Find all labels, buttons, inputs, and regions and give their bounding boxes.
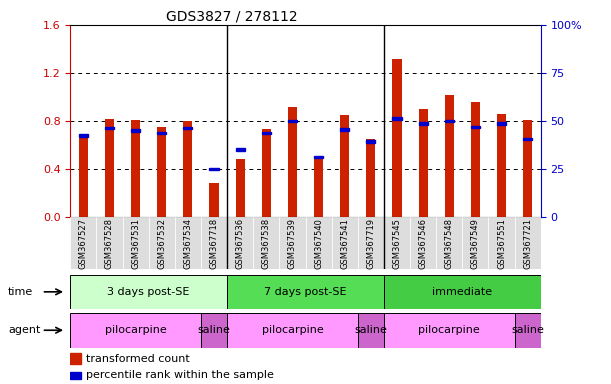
Bar — [183, 121, 192, 217]
Text: immediate: immediate — [432, 287, 492, 297]
Bar — [279, 217, 306, 269]
Bar — [514, 313, 541, 348]
Text: GSM367551: GSM367551 — [497, 218, 506, 269]
Bar — [79, 134, 88, 137]
Text: GSM367721: GSM367721 — [523, 218, 532, 269]
Bar — [306, 217, 332, 269]
Bar — [314, 159, 323, 217]
Text: pilocarpine: pilocarpine — [419, 325, 480, 335]
Bar — [123, 217, 148, 269]
Bar — [514, 217, 541, 269]
Bar — [288, 107, 297, 217]
Text: GSM367527: GSM367527 — [79, 218, 88, 269]
Text: 3 days post-SE: 3 days post-SE — [108, 287, 190, 297]
Bar — [392, 117, 401, 120]
Bar — [210, 168, 219, 170]
Bar — [358, 313, 384, 348]
Bar — [131, 129, 140, 132]
Text: GSM367545: GSM367545 — [392, 218, 401, 269]
Bar — [497, 114, 506, 217]
Bar — [105, 119, 114, 217]
Bar — [436, 217, 463, 269]
Text: GSM367528: GSM367528 — [105, 218, 114, 269]
Bar — [227, 217, 253, 269]
Bar — [523, 120, 532, 217]
Text: GSM367540: GSM367540 — [314, 218, 323, 269]
Bar — [384, 217, 410, 269]
Text: time: time — [8, 287, 33, 297]
Bar — [523, 137, 532, 140]
Text: GSM367541: GSM367541 — [340, 218, 349, 269]
Bar — [384, 275, 541, 309]
Bar — [262, 129, 271, 217]
Bar — [183, 127, 192, 129]
Bar — [175, 217, 201, 269]
Bar — [419, 109, 428, 217]
Text: agent: agent — [8, 325, 40, 335]
Text: GSM367532: GSM367532 — [157, 218, 166, 269]
Bar — [332, 217, 358, 269]
Bar — [227, 313, 358, 348]
Bar — [445, 94, 454, 217]
Text: GSM367546: GSM367546 — [419, 218, 428, 269]
Text: GSM367536: GSM367536 — [236, 218, 244, 269]
Bar — [471, 102, 480, 217]
Text: saline: saline — [197, 325, 230, 335]
Text: transformed count: transformed count — [86, 354, 189, 364]
Bar — [392, 59, 401, 217]
Bar — [384, 313, 514, 348]
Text: percentile rank within the sample: percentile rank within the sample — [86, 370, 274, 380]
Text: saline: saline — [354, 325, 387, 335]
Bar — [105, 127, 114, 129]
Bar — [471, 126, 480, 128]
Bar — [70, 313, 201, 348]
Bar — [340, 128, 349, 131]
Bar — [366, 140, 375, 143]
Bar — [288, 120, 297, 122]
Bar — [419, 122, 428, 125]
Bar — [70, 353, 81, 364]
Bar — [157, 132, 166, 134]
Bar — [262, 132, 271, 134]
Text: GSM367719: GSM367719 — [367, 218, 375, 269]
Bar — [131, 120, 140, 217]
Text: GSM367539: GSM367539 — [288, 218, 297, 269]
Bar — [79, 138, 88, 217]
Bar — [236, 159, 245, 217]
Text: 7 days post-SE: 7 days post-SE — [264, 287, 347, 297]
Bar — [410, 217, 436, 269]
Bar — [157, 127, 166, 217]
Text: GSM367548: GSM367548 — [445, 218, 454, 269]
Text: GSM367549: GSM367549 — [471, 218, 480, 269]
Text: GSM367538: GSM367538 — [262, 218, 271, 269]
Bar — [358, 217, 384, 269]
Text: GSM367531: GSM367531 — [131, 218, 140, 269]
Bar — [445, 120, 454, 122]
Bar — [314, 156, 323, 158]
Bar — [463, 217, 488, 269]
Text: GDS3827 / 278112: GDS3827 / 278112 — [166, 10, 298, 23]
Bar — [236, 149, 245, 151]
Bar — [227, 275, 384, 309]
Bar — [340, 115, 349, 217]
Bar — [201, 313, 227, 348]
Bar — [488, 217, 514, 269]
Bar — [70, 217, 97, 269]
Text: GSM367534: GSM367534 — [183, 218, 192, 269]
Bar — [97, 217, 123, 269]
Bar — [70, 275, 227, 309]
Bar — [210, 184, 219, 217]
Text: pilocarpine: pilocarpine — [262, 325, 323, 335]
Bar — [148, 217, 175, 269]
Bar — [497, 122, 506, 125]
Bar — [70, 372, 81, 379]
Text: pilocarpine: pilocarpine — [104, 325, 166, 335]
Text: GSM367718: GSM367718 — [210, 218, 219, 269]
Bar — [366, 139, 375, 217]
Bar — [201, 217, 227, 269]
Bar — [253, 217, 279, 269]
Text: saline: saline — [511, 325, 544, 335]
